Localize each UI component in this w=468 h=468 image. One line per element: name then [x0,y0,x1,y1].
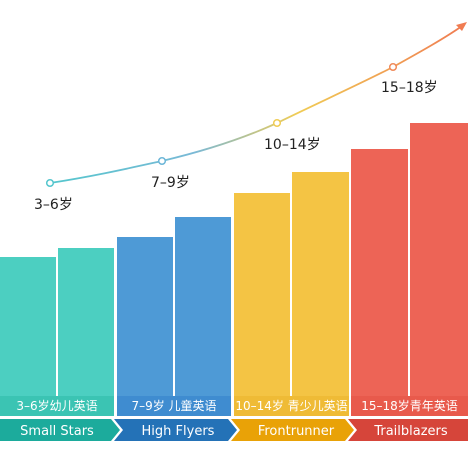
point-trail [388,62,398,72]
age-label-high: 7–9岁 儿童英语 [131,399,217,413]
point-front [272,118,282,128]
bar-small-stars-b [58,248,114,396]
point-label-high: 7–9岁 [151,175,190,191]
bar-trailblazers-b [410,123,468,396]
chevron-front [231,419,354,441]
level-chevron-band [0,419,468,441]
chevron-high [114,419,237,441]
age-strip-trail [351,396,468,416]
point-high [157,156,167,166]
point-label-trail: 15–18岁 [381,80,438,96]
level-name-trail: Trailblazers [373,424,448,439]
age-label-small: 3–6岁幼儿英语 [16,399,98,413]
point-label-small: 3–6岁 [34,197,73,213]
bar-small-stars-a [0,257,56,396]
chevron-trail [348,419,468,441]
curve-arrow-head [456,22,467,31]
growth-curve [49,25,463,184]
level-name-front: Frontrunner [258,424,335,439]
bar-frontrunner-a [234,193,290,396]
age-label-front: 10–14岁 青少儿英语 [235,399,348,413]
point-label-front: 10–14岁 [264,137,321,153]
point-small [45,178,55,188]
level-name-high: High Flyers [142,424,215,439]
age-label-trail: 15–18岁青年英语 [361,399,458,413]
bar-high-flyers-b [175,217,231,396]
level-name-small: Small Stars [20,424,94,439]
bar-trailblazers-a [351,149,408,396]
age-strip-front [234,396,349,416]
chevron-small [0,419,120,441]
age-strip-high [117,396,231,416]
bar-frontrunner-b [292,172,349,396]
bar-high-flyers-a [117,237,173,396]
age-strip-small [0,396,114,416]
